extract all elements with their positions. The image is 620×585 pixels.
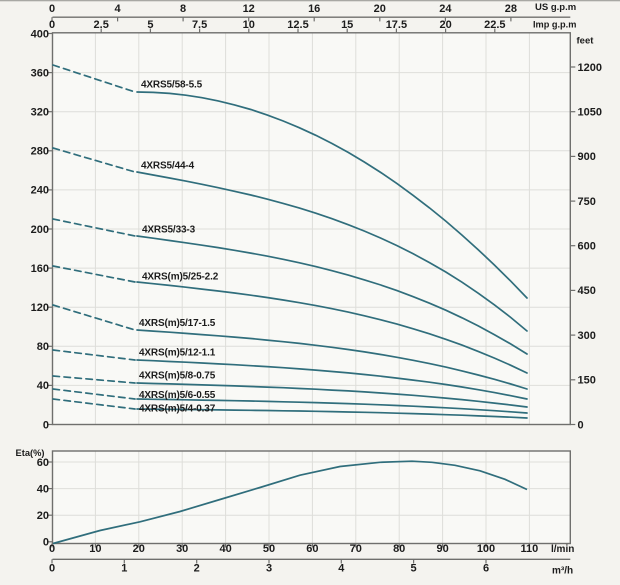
svg-text:750: 750 — [578, 196, 596, 208]
svg-text:4XRS(m)5/4-0.37: 4XRS(m)5/4-0.37 — [139, 404, 216, 415]
svg-text:12: 12 — [243, 3, 255, 15]
svg-text:0: 0 — [43, 419, 49, 431]
svg-text:feet: feet — [577, 36, 595, 47]
svg-text:4: 4 — [338, 563, 345, 575]
svg-text:1050: 1050 — [578, 107, 602, 119]
svg-text:90: 90 — [436, 543, 448, 555]
svg-text:150: 150 — [578, 375, 596, 387]
svg-text:8: 8 — [180, 3, 186, 15]
svg-text:600: 600 — [578, 241, 596, 253]
svg-text:7.5: 7.5 — [192, 19, 207, 31]
svg-text:1: 1 — [121, 563, 127, 575]
svg-text:0: 0 — [49, 543, 55, 555]
svg-text:l/min: l/min — [551, 544, 574, 555]
svg-text:400: 400 — [31, 28, 49, 40]
svg-text:20: 20 — [374, 3, 386, 15]
svg-text:1200: 1200 — [578, 62, 602, 74]
svg-text:80: 80 — [393, 543, 405, 555]
svg-text:10: 10 — [89, 543, 101, 555]
svg-text:4XRS(m)5/12-1.1: 4XRS(m)5/12-1.1 — [139, 348, 216, 359]
svg-text:900: 900 — [578, 151, 596, 163]
svg-text:200: 200 — [31, 224, 49, 236]
svg-text:10: 10 — [243, 19, 255, 31]
svg-text:20: 20 — [37, 510, 49, 522]
svg-text:4XRS(m)5/6-0.55: 4XRS(m)5/6-0.55 — [139, 390, 216, 401]
svg-text:4XRS(m)5/8-0.75: 4XRS(m)5/8-0.75 — [139, 371, 216, 382]
svg-text:16: 16 — [308, 3, 320, 15]
svg-text:Imp g.p.m: Imp g.p.m — [533, 20, 576, 30]
svg-text:4XRS(m)5/17-1.5: 4XRS(m)5/17-1.5 — [139, 318, 216, 329]
svg-text:60: 60 — [37, 457, 49, 469]
svg-text:360: 360 — [31, 67, 49, 79]
svg-text:4XRS5/33-3: 4XRS5/33-3 — [142, 225, 196, 236]
svg-text:0: 0 — [49, 563, 55, 575]
svg-text:US g.p.m: US g.p.m — [535, 2, 576, 13]
svg-text:28: 28 — [505, 3, 517, 15]
svg-text:Eta(%): Eta(%) — [16, 448, 45, 458]
svg-text:0: 0 — [43, 537, 49, 549]
svg-text:20: 20 — [439, 19, 451, 31]
svg-text:70: 70 — [350, 543, 362, 555]
svg-text:22.5: 22.5 — [484, 19, 505, 31]
svg-text:320: 320 — [31, 107, 49, 119]
svg-text:40: 40 — [219, 543, 231, 555]
svg-text:24: 24 — [439, 3, 452, 15]
svg-text:0: 0 — [578, 419, 584, 431]
svg-text:2: 2 — [194, 563, 200, 575]
svg-text:300: 300 — [578, 330, 596, 342]
svg-text:15: 15 — [341, 19, 353, 31]
svg-text:17.5: 17.5 — [386, 19, 407, 31]
svg-text:3: 3 — [266, 563, 272, 575]
svg-text:12.5: 12.5 — [287, 19, 308, 31]
svg-text:m³/h: m³/h — [552, 566, 573, 577]
svg-text:5: 5 — [147, 19, 153, 31]
svg-text:4: 4 — [115, 3, 122, 15]
svg-text:40: 40 — [37, 483, 49, 495]
svg-text:450: 450 — [578, 285, 596, 297]
svg-text:100: 100 — [477, 543, 495, 555]
svg-text:4XRS5/44-4: 4XRS5/44-4 — [141, 161, 195, 172]
svg-text:6: 6 — [483, 563, 489, 575]
svg-text:5: 5 — [411, 563, 417, 575]
svg-text:50: 50 — [263, 543, 275, 555]
svg-text:60: 60 — [306, 543, 318, 555]
svg-text:0: 0 — [49, 19, 55, 31]
svg-text:20: 20 — [133, 543, 145, 555]
svg-text:30: 30 — [176, 543, 188, 555]
svg-text:2.5: 2.5 — [94, 19, 109, 31]
svg-text:4XRS(m)5/25-2.2: 4XRS(m)5/25-2.2 — [142, 272, 219, 283]
svg-text:280: 280 — [31, 146, 49, 158]
svg-text:40: 40 — [37, 380, 49, 392]
svg-text:0: 0 — [49, 3, 55, 15]
svg-text:4XRS5/58-5.5: 4XRS5/58-5.5 — [141, 80, 203, 91]
svg-text:80: 80 — [37, 341, 49, 353]
svg-text:240: 240 — [31, 185, 49, 197]
svg-text:120: 120 — [31, 302, 49, 314]
svg-text:160: 160 — [31, 263, 49, 275]
svg-text:110: 110 — [521, 543, 539, 555]
